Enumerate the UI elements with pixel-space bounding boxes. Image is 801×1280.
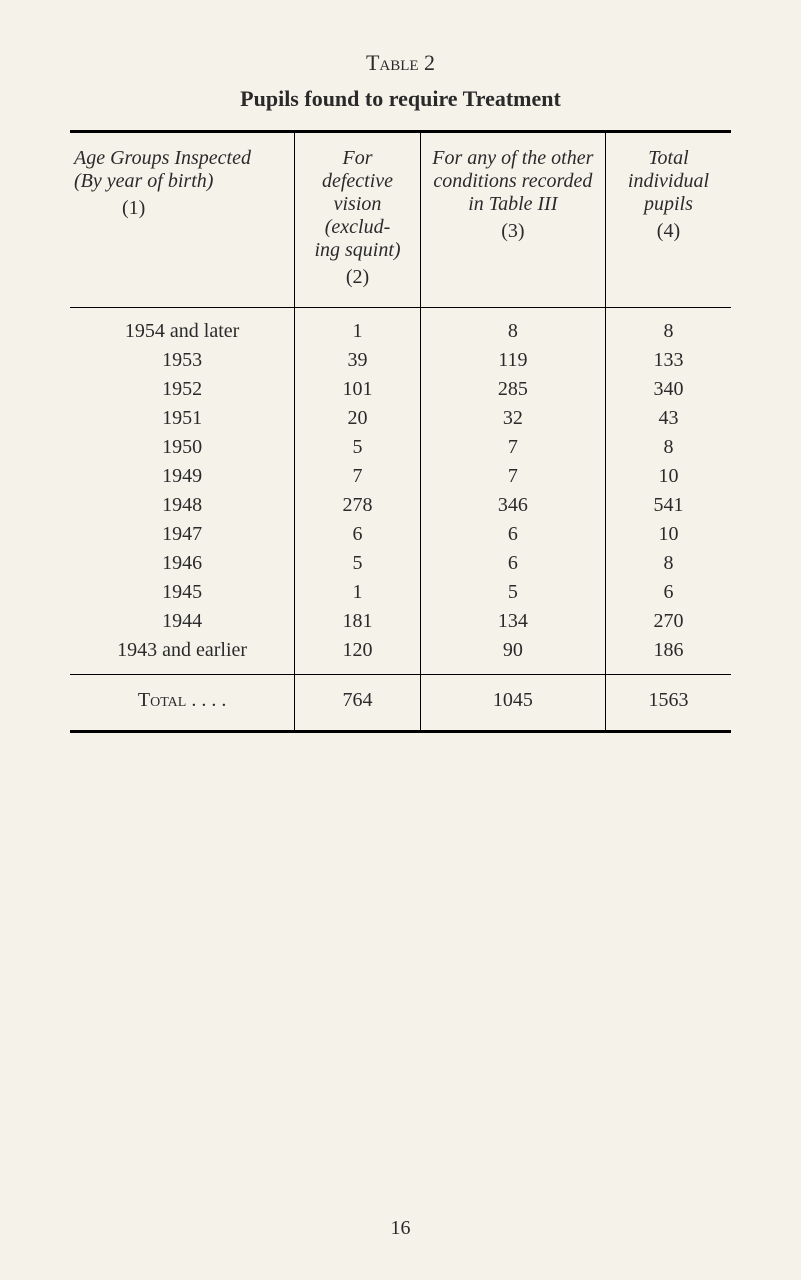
header-defective-vision: For defective vision (exclud- ing squint… bbox=[295, 132, 421, 308]
row-label: 1943 and earlier bbox=[70, 636, 295, 675]
row-value: 20 bbox=[295, 404, 421, 433]
header-col-num: (3) bbox=[431, 220, 595, 243]
row-value: 285 bbox=[420, 375, 605, 404]
header-text: ing squint) bbox=[314, 239, 400, 261]
row-value: 90 bbox=[420, 636, 605, 675]
table-row: 1952101285340 bbox=[70, 375, 731, 404]
header-col-num: (1) bbox=[74, 197, 284, 220]
row-value: 270 bbox=[605, 607, 731, 636]
row-value: 7 bbox=[295, 462, 421, 491]
header-other-conditions: For any of the other conditions recorded… bbox=[420, 132, 605, 308]
table-row: 1946568 bbox=[70, 549, 731, 578]
table-title: Pupils found to require Treatment bbox=[70, 86, 731, 112]
row-value: 8 bbox=[605, 308, 731, 347]
row-value: 8 bbox=[605, 549, 731, 578]
row-value: 134 bbox=[420, 607, 605, 636]
header-col-num: (4) bbox=[616, 220, 721, 243]
row-value: 120 bbox=[295, 636, 421, 675]
total-value: 1563 bbox=[605, 675, 731, 732]
treatment-table: Age Groups Inspected (By year of birth) … bbox=[70, 130, 731, 733]
header-text: in Table III bbox=[468, 193, 557, 215]
table-row: 19497710 bbox=[70, 462, 731, 491]
table-row: 1950578 bbox=[70, 433, 731, 462]
row-value: 8 bbox=[420, 308, 605, 347]
header-text: (By year of birth) bbox=[74, 170, 213, 192]
row-label: 1949 bbox=[70, 462, 295, 491]
row-value: 346 bbox=[420, 491, 605, 520]
header-text: conditions recorded bbox=[433, 170, 592, 192]
table-row: 1944181134270 bbox=[70, 607, 731, 636]
header-text: Total bbox=[648, 147, 688, 169]
row-value: 5 bbox=[420, 578, 605, 607]
table-row: 1954 and later188 bbox=[70, 308, 731, 347]
header-total-pupils: Total individual pupils (4) bbox=[605, 132, 731, 308]
row-label: 1945 bbox=[70, 578, 295, 607]
header-text: Age Groups Inspected bbox=[74, 147, 251, 169]
total-value: 1045 bbox=[420, 675, 605, 732]
row-value: 8 bbox=[605, 433, 731, 462]
header-age-groups: Age Groups Inspected (By year of birth) … bbox=[70, 132, 295, 308]
row-value: 1 bbox=[295, 308, 421, 347]
table-row: 195339119133 bbox=[70, 346, 731, 375]
table-row: 1951203243 bbox=[70, 404, 731, 433]
row-value: 186 bbox=[605, 636, 731, 675]
header-text: For defective bbox=[322, 147, 393, 192]
header-col-num: (2) bbox=[305, 266, 410, 289]
row-value: 32 bbox=[420, 404, 605, 433]
page-content: Table 2 Pupils found to require Treatmen… bbox=[0, 0, 801, 773]
table-header-row: Age Groups Inspected (By year of birth) … bbox=[70, 132, 731, 308]
row-value: 39 bbox=[295, 346, 421, 375]
row-label: 1944 bbox=[70, 607, 295, 636]
total-value: 764 bbox=[295, 675, 421, 732]
row-label: 1954 and later bbox=[70, 308, 295, 347]
row-value: 6 bbox=[605, 578, 731, 607]
row-label: 1952 bbox=[70, 375, 295, 404]
row-label: 1950 bbox=[70, 433, 295, 462]
row-value: 10 bbox=[605, 520, 731, 549]
row-label: 1947 bbox=[70, 520, 295, 549]
page-number: 16 bbox=[0, 1217, 801, 1240]
row-value: 5 bbox=[295, 433, 421, 462]
row-value: 340 bbox=[605, 375, 731, 404]
header-text: For any of the other bbox=[432, 147, 593, 169]
row-value: 6 bbox=[420, 520, 605, 549]
row-value: 1 bbox=[295, 578, 421, 607]
table-label: Table 2 bbox=[70, 50, 731, 76]
header-text: pupils bbox=[644, 193, 693, 215]
row-value: 7 bbox=[420, 462, 605, 491]
row-value: 6 bbox=[295, 520, 421, 549]
row-label: 1948 bbox=[70, 491, 295, 520]
total-label: Total . . . . bbox=[70, 675, 295, 732]
row-label: 1946 bbox=[70, 549, 295, 578]
row-value: 133 bbox=[605, 346, 731, 375]
row-value: 119 bbox=[420, 346, 605, 375]
table-row: 1943 and earlier12090186 bbox=[70, 636, 731, 675]
row-label: 1953 bbox=[70, 346, 295, 375]
row-value: 101 bbox=[295, 375, 421, 404]
table-row: 19476610 bbox=[70, 520, 731, 549]
row-value: 6 bbox=[420, 549, 605, 578]
row-value: 181 bbox=[295, 607, 421, 636]
table-row: 1945156 bbox=[70, 578, 731, 607]
row-label: 1951 bbox=[70, 404, 295, 433]
header-text: vision (exclud- bbox=[325, 193, 391, 238]
row-value: 10 bbox=[605, 462, 731, 491]
row-value: 278 bbox=[295, 491, 421, 520]
table-total-row: Total . . . . 764 1045 1563 bbox=[70, 675, 731, 732]
row-value: 5 bbox=[295, 549, 421, 578]
header-text: individual bbox=[628, 170, 709, 192]
row-value: 541 bbox=[605, 491, 731, 520]
table-row: 1948278346541 bbox=[70, 491, 731, 520]
row-value: 7 bbox=[420, 433, 605, 462]
row-value: 43 bbox=[605, 404, 731, 433]
table-body: 1954 and later18819533911913319521012853… bbox=[70, 308, 731, 675]
